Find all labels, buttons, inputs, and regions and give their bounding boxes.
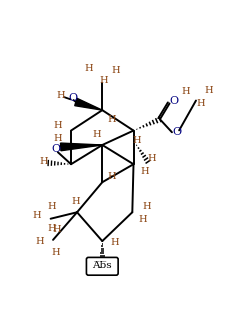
Text: H: H bbox=[56, 92, 65, 100]
Text: O: O bbox=[51, 143, 61, 154]
Text: O: O bbox=[170, 96, 179, 106]
Text: H: H bbox=[99, 76, 108, 85]
Text: H: H bbox=[139, 215, 148, 224]
Text: H: H bbox=[111, 238, 119, 247]
Text: H: H bbox=[147, 155, 156, 163]
Text: H: H bbox=[71, 197, 80, 206]
Text: H: H bbox=[107, 172, 116, 181]
Polygon shape bbox=[75, 98, 102, 110]
Text: H: H bbox=[112, 66, 121, 75]
Text: H: H bbox=[107, 115, 116, 124]
Text: H: H bbox=[35, 237, 44, 245]
Text: H: H bbox=[48, 202, 56, 211]
Text: H: H bbox=[182, 87, 190, 96]
Text: H: H bbox=[48, 224, 56, 233]
Text: H: H bbox=[133, 136, 141, 145]
Text: H: H bbox=[142, 202, 151, 212]
Text: O: O bbox=[68, 93, 77, 103]
Text: O: O bbox=[173, 127, 182, 137]
Text: H: H bbox=[51, 248, 60, 257]
Text: H: H bbox=[53, 135, 62, 143]
Text: H: H bbox=[84, 64, 93, 73]
Polygon shape bbox=[61, 143, 102, 151]
Text: H: H bbox=[53, 121, 62, 130]
Text: H: H bbox=[141, 167, 149, 176]
Text: A̅b̅s: A̅b̅s bbox=[93, 261, 112, 270]
Text: H: H bbox=[196, 99, 205, 108]
Text: H: H bbox=[52, 225, 61, 233]
FancyBboxPatch shape bbox=[87, 258, 118, 275]
Text: H: H bbox=[92, 130, 101, 139]
Text: H: H bbox=[39, 157, 48, 166]
Text: H: H bbox=[32, 211, 41, 220]
Text: H: H bbox=[204, 86, 213, 95]
